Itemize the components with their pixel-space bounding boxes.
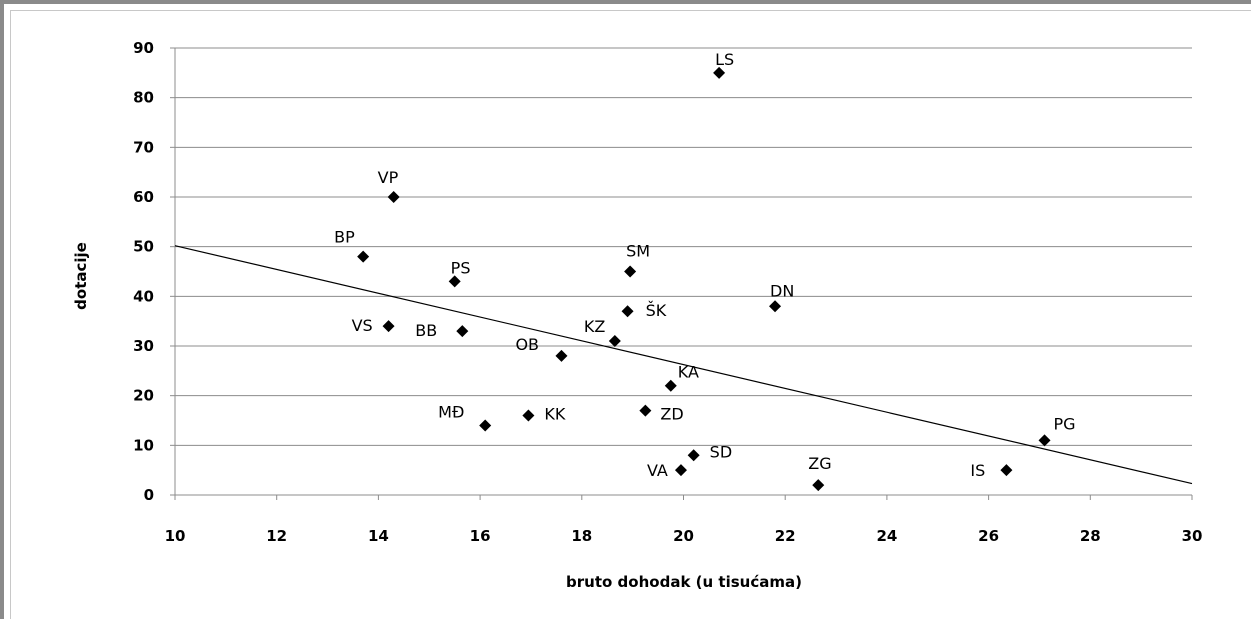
y-tick-label: 80	[133, 89, 154, 107]
data-point-ob	[555, 349, 568, 362]
data-label-zg: ZG	[808, 454, 831, 473]
data-point-ls	[713, 66, 726, 79]
scatter-chart: LS VP BP PS SM DN ŠK VS BB KZ OB KA ZD KK MĐ PG SD VA IS ZG…	[72, 39, 1202, 591]
data-point-kk	[522, 409, 535, 422]
data-label-ps: PS	[451, 258, 471, 277]
data-label-sd: SD	[710, 442, 732, 461]
data-label-ka: KA	[678, 363, 699, 382]
y-tick-label: 0	[144, 486, 154, 504]
data-point-is	[1000, 464, 1013, 477]
data-point-dn	[769, 300, 782, 313]
data-label-mđ: MĐ	[438, 402, 464, 421]
data-label-ls: LS	[715, 50, 734, 69]
data-point-va	[674, 464, 687, 477]
x-tick-label: 12	[266, 527, 287, 545]
axes	[170, 47, 1193, 500]
data-point-sm	[624, 265, 637, 278]
trendline	[174, 245, 1193, 485]
data-point-ka	[664, 379, 677, 392]
data-label-zd: ZD	[660, 405, 683, 424]
trendline-group	[174, 245, 1193, 485]
x-tick-label: 14	[368, 527, 389, 545]
data-point-bp	[357, 250, 370, 263]
data-label-vp: VP	[378, 168, 399, 187]
y-tick-label: 50	[133, 238, 154, 256]
x-tick-label: 10	[165, 527, 186, 545]
data-label-dn: DN	[770, 281, 794, 300]
data-label-kz: KZ	[584, 317, 605, 336]
y-tick-label: 20	[133, 387, 154, 405]
x-tick-label: 20	[673, 527, 694, 545]
data-point-zg	[812, 479, 825, 492]
x-axis-title: bruto dohodak (u tisućama)	[566, 573, 802, 591]
y-tick-label: 10	[133, 436, 154, 454]
data-label-kk: KK	[544, 405, 565, 424]
data-label-pg: PG	[1054, 414, 1076, 433]
data-points: LS VP BP PS SM DN ŠK VS BB KZ OB KA ZD KK MĐ PG SD VA IS ZG	[334, 50, 1076, 492]
data-point-pg	[1038, 434, 1051, 447]
data-point-kz	[608, 335, 621, 348]
data-point-bb	[456, 325, 469, 338]
data-point-sd	[687, 449, 700, 462]
gridlines	[175, 47, 1192, 446]
x-tick-label: 16	[470, 527, 491, 545]
data-label-sm: SM	[626, 242, 650, 261]
y-tick-label: 30	[133, 337, 154, 355]
x-tick-label: 18	[571, 527, 592, 545]
data-point-ps	[448, 275, 461, 288]
y-tick-label: 60	[133, 188, 154, 206]
x-tick-label: 24	[876, 527, 897, 545]
data-point-zd	[639, 404, 652, 417]
data-label-bb: BB	[415, 321, 437, 340]
y-tick-label: 70	[133, 138, 154, 156]
y-tick-label: 40	[133, 287, 154, 305]
data-label-bp: BP	[334, 228, 355, 247]
x-tick-label: 28	[1080, 527, 1101, 545]
data-label-šk: ŠK	[646, 301, 667, 320]
data-label-ob: OB	[515, 335, 539, 354]
x-tick-label: 22	[775, 527, 796, 545]
data-label-vs: VS	[352, 316, 373, 335]
data-point-vs	[382, 320, 395, 333]
data-point-vp	[387, 191, 400, 203]
y-axis-title: dotacije	[72, 242, 90, 310]
data-label-is: IS	[970, 461, 985, 480]
x-tick-label: 26	[978, 527, 999, 545]
tick-labels: 0 10 20 30 40 50 60 70 80 90 10 12 14 16 18 20 22 24 26 28 3…	[133, 39, 1202, 545]
y-tick-label: 90	[133, 39, 154, 57]
x-tick-label: 30	[1182, 527, 1203, 545]
data-label-va: VA	[647, 461, 668, 480]
data-point-mđ	[479, 419, 492, 432]
data-point-šk	[621, 305, 634, 318]
